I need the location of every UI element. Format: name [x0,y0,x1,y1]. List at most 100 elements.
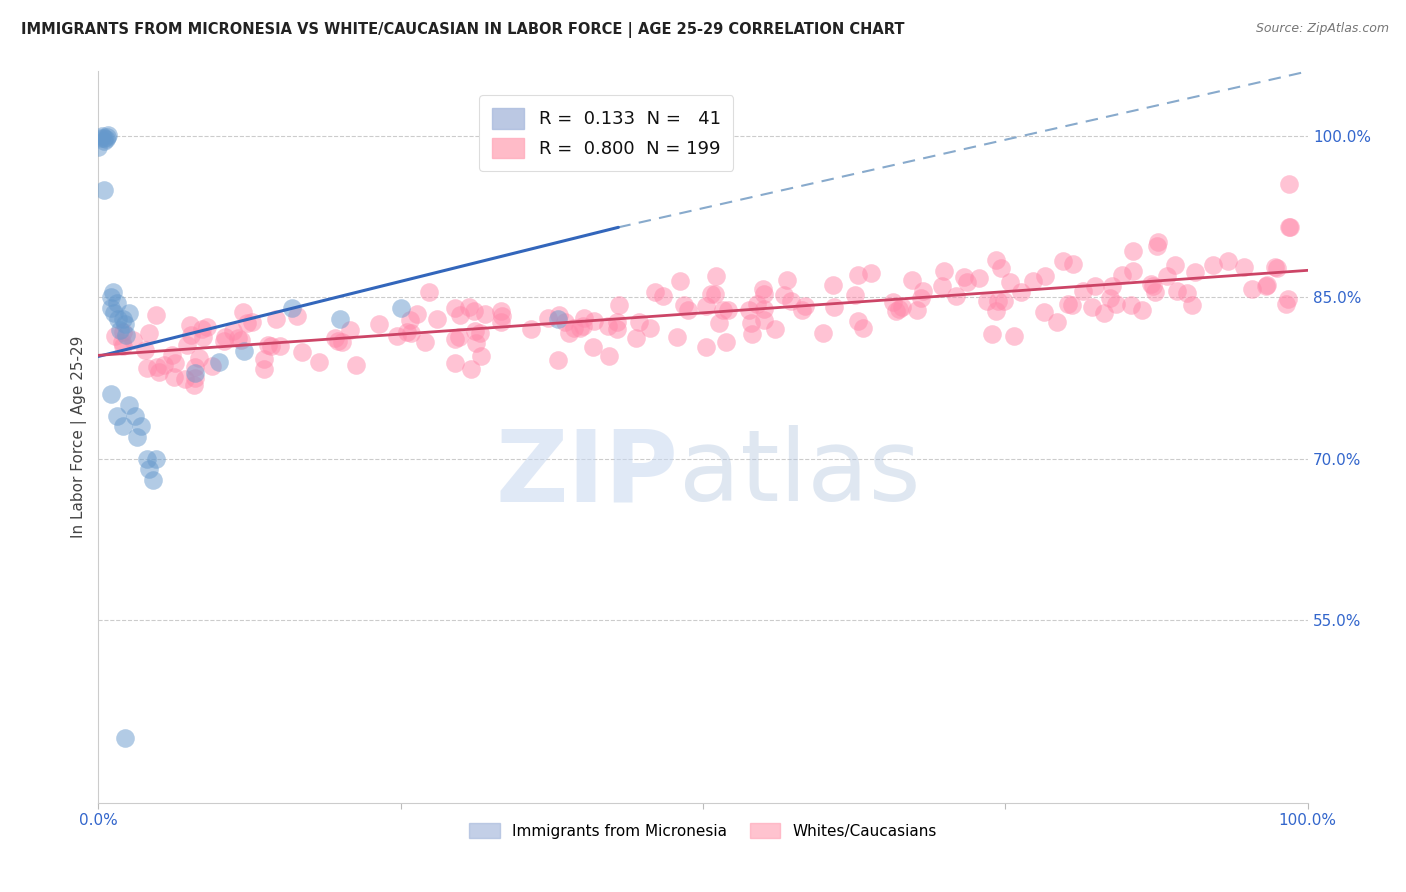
Point [704,287,727,301]
Point [1010,285,1032,300]
Point [572,318,595,333]
Text: ZIP: ZIP [496,425,679,522]
Point [598,349,620,363]
Point [135,360,157,375]
Point [1275,296,1298,310]
Point [752,302,775,317]
Point [624,331,647,345]
Point [253,352,276,367]
Point [905,303,928,318]
Point [859,266,882,280]
Point [1060,297,1083,311]
Point [967,270,990,285]
Point [596,319,619,334]
Point [399,326,422,340]
Point [173,372,195,386]
Point [751,282,773,296]
Point [232,305,254,319]
Point [489,304,512,318]
Point [104,328,127,343]
Point [747,297,769,311]
Point [1132,302,1154,317]
Point [773,288,796,302]
Point [984,303,1007,318]
Point [127,430,149,444]
Text: IMMIGRANTS FROM MICRONESIA VS WHITE/CAUCASIAN IN LABOR FORCE | AGE 25-29 CORRELA: IMMIGRANTS FROM MICRONESIA VS WHITE/CAUC… [21,22,904,38]
Point [695,340,717,354]
Point [711,303,734,318]
Point [107,311,129,326]
Point [547,311,569,326]
Point [94,132,117,146]
Point [931,279,953,293]
Point [368,317,391,331]
Point [779,293,801,308]
Point [179,318,201,333]
Point [463,303,485,318]
Point [627,315,650,329]
Point [87,139,110,153]
Point [105,295,128,310]
Point [1146,239,1168,253]
Point [846,268,869,282]
Point [91,128,114,143]
Point [1256,278,1278,293]
Point [444,332,467,346]
Point [673,298,696,312]
Point [330,334,353,349]
Point [852,320,875,334]
Point [184,370,207,384]
Point [138,462,160,476]
Point [993,294,1015,309]
Point [443,356,465,370]
Point [1140,277,1163,291]
Legend: Immigrants from Micronesia, Whites/Caucasians: Immigrants from Micronesia, Whites/Cauca… [461,815,945,847]
Point [821,277,844,292]
Point [97,128,120,142]
Point [1033,269,1056,284]
Point [281,301,304,315]
Point [554,315,576,329]
Point [269,339,291,353]
Point [1254,278,1277,293]
Point [1264,260,1286,274]
Point [100,290,122,304]
Point [714,334,737,349]
Point [558,326,581,341]
Point [1080,300,1102,314]
Point [214,330,236,344]
Point [1098,291,1121,305]
Point [1233,260,1256,275]
Point [264,312,287,326]
Point [846,314,869,328]
Point [114,731,136,746]
Point [190,322,212,336]
Text: atlas: atlas [679,425,921,522]
Point [1094,305,1116,319]
Point [1184,265,1206,279]
Point [644,285,666,299]
Point [1111,268,1133,283]
Point [308,355,330,369]
Point [470,349,492,363]
Point [135,451,157,466]
Point [112,326,135,340]
Point [823,300,845,314]
Point [344,358,367,372]
Point [740,317,762,331]
Point [606,322,628,336]
Point [114,317,136,331]
Point [1071,284,1094,298]
Point [1104,297,1126,311]
Point [1122,244,1144,258]
Point [474,307,496,321]
Point [1278,220,1301,235]
Point [229,333,252,347]
Point [945,289,967,303]
Text: Source: ZipAtlas.com: Source: ZipAtlas.com [1256,22,1389,36]
Point [956,275,979,289]
Point [1022,273,1045,287]
Point [794,298,817,312]
Point [425,312,447,326]
Point [103,306,125,320]
